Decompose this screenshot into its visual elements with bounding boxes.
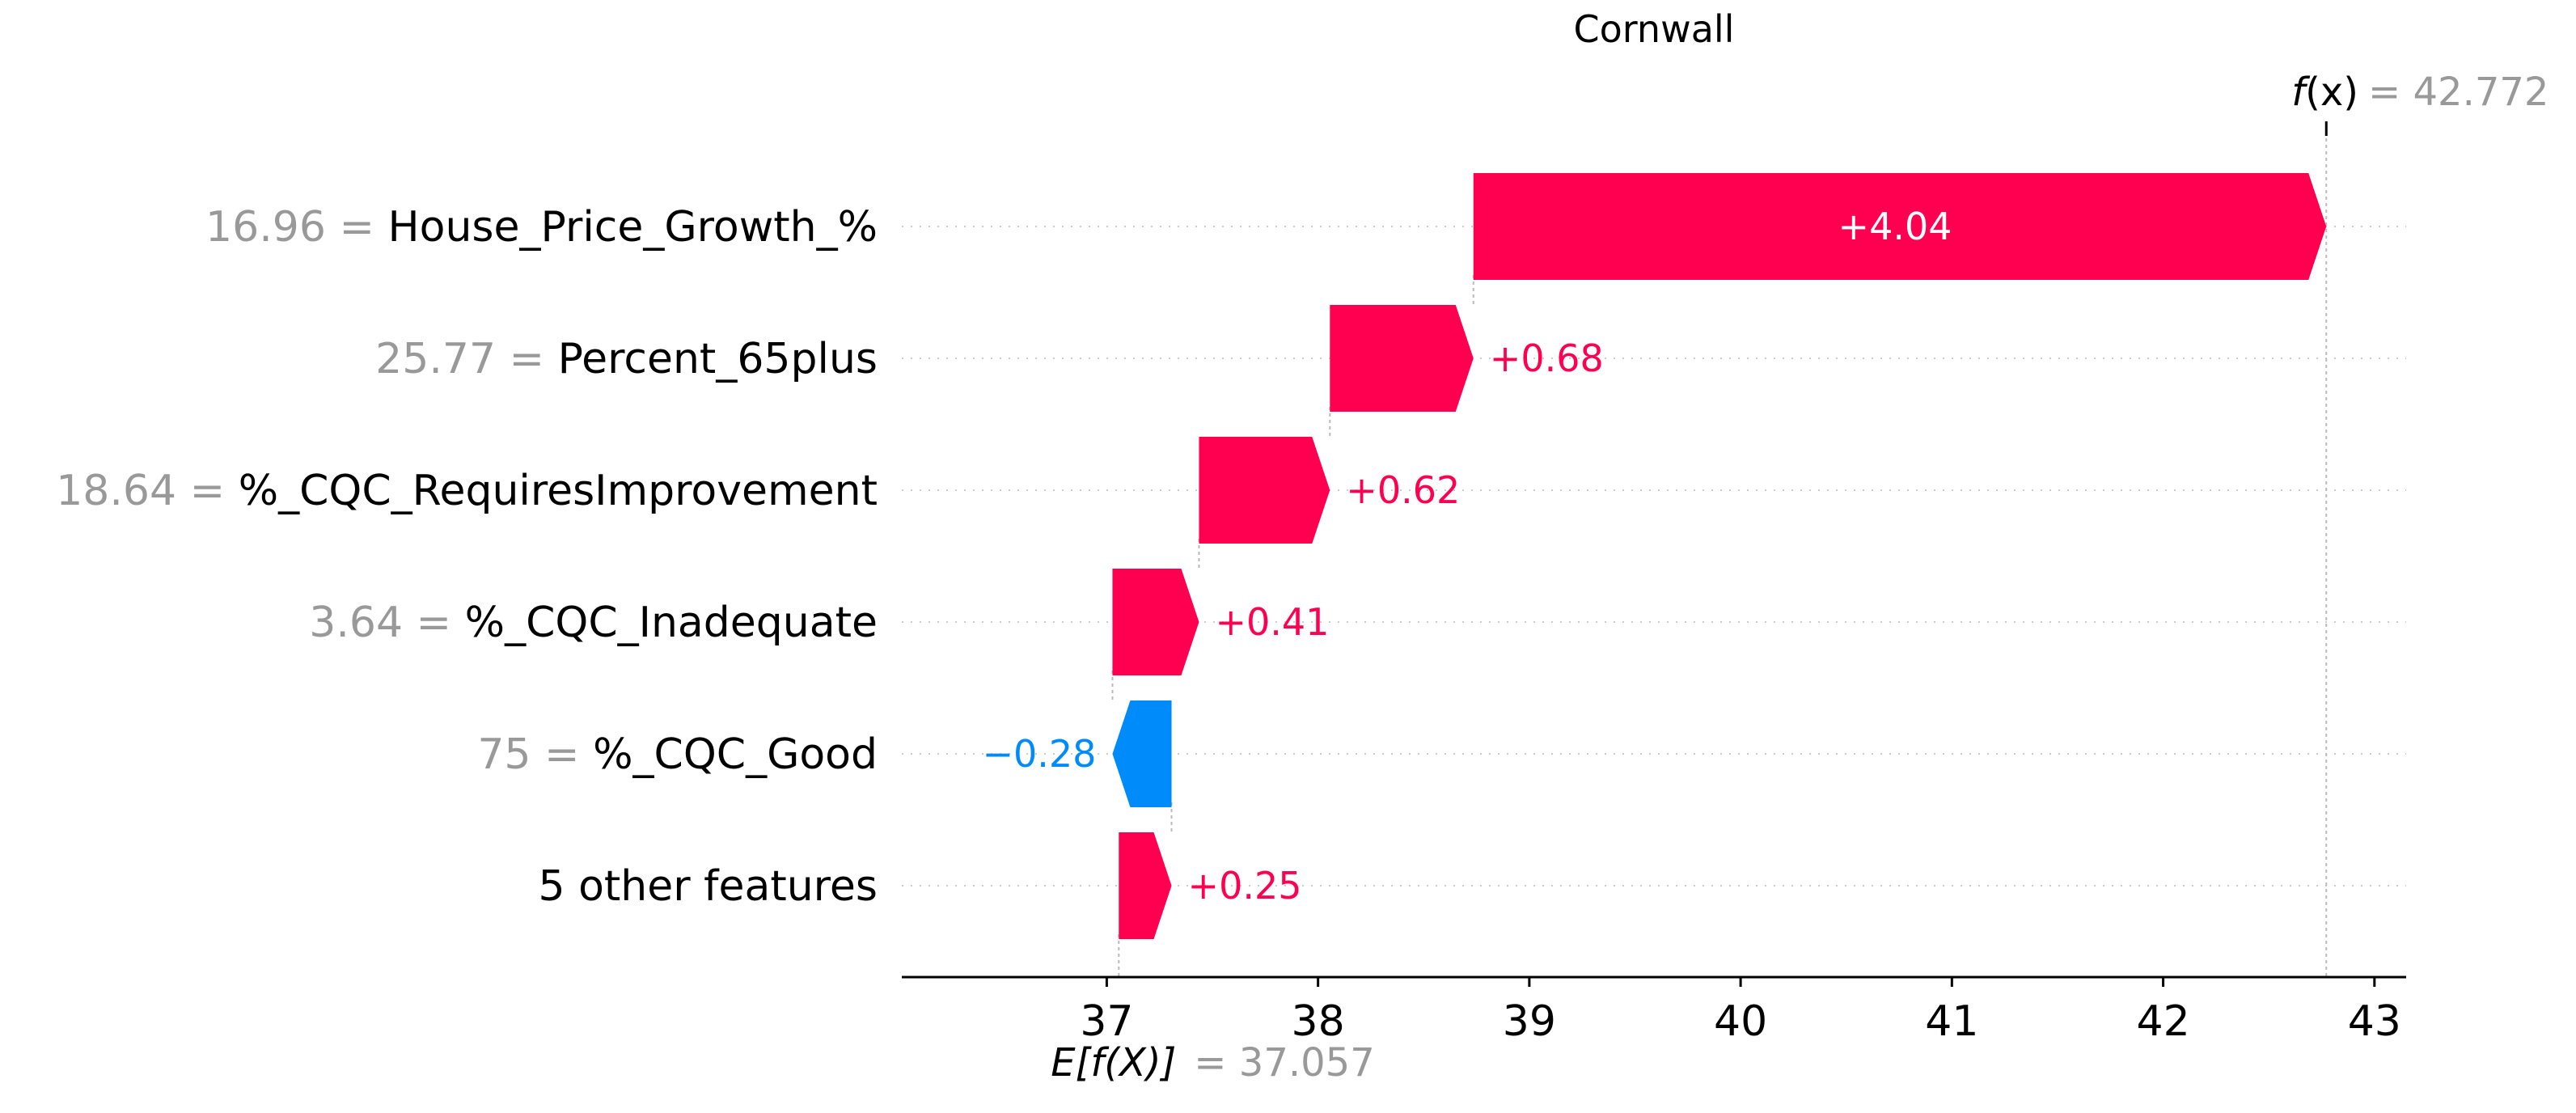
fx-marker: f(x) = 42.772 <box>2291 70 2549 136</box>
base-label: E[f(X)] = 37.057 <box>1051 1040 1374 1085</box>
contribution-bar <box>1330 305 1474 412</box>
connector-lines <box>1111 125 2328 977</box>
fx-value: = 42.772 <box>2368 70 2549 115</box>
feature-label: 25.77 = Percent_65plus <box>375 335 878 383</box>
feature-value: 75 = <box>477 730 593 779</box>
feature-label: 16.96 = House_Price_Growth_% <box>205 203 878 252</box>
base-label-name: E[f(X)] <box>1051 1040 1176 1085</box>
feature-labels: 16.96 = House_Price_Growth_% 25.77 = Perc… <box>56 203 878 911</box>
contribution-bar <box>1119 832 1172 939</box>
x-tick-label: 41 <box>1925 997 1978 1046</box>
base-value: = 37.057 <box>1194 1040 1374 1085</box>
feature-name: %_CQC_Inadequate <box>465 599 878 647</box>
feature-value: 25.77 = <box>375 335 558 383</box>
base-value-marker: E[f(X)] = 37.057 <box>1051 1040 1374 1085</box>
feature-label: 18.64 = %_CQC_RequiresImprovement <box>56 467 878 515</box>
x-tick-label: 43 <box>2348 997 2401 1046</box>
x-tick-label: 39 <box>1503 997 1556 1046</box>
x-axis: 37 38 39 40 41 42 43 <box>902 975 2406 1046</box>
contribution-bar <box>1199 437 1330 544</box>
feature-label: 5 other features <box>538 862 878 911</box>
x-tick-label: 37 <box>1080 997 1133 1046</box>
x-tick-label: 40 <box>1714 997 1767 1046</box>
contribution-label: +0.25 <box>1188 864 1302 908</box>
feature-value: 3.64 = <box>309 599 464 647</box>
contribution-label: +0.41 <box>1215 600 1329 644</box>
chart-title: Cornwall <box>1574 7 1735 51</box>
feature-label: 75 = %_CQC_Good <box>477 730 878 779</box>
fx-label: f(x) = 42.772 <box>2291 70 2549 115</box>
contribution-label: +4.04 <box>1838 205 1952 248</box>
contribution-bars <box>1112 173 2327 939</box>
contribution-label: +0.68 <box>1490 336 1604 380</box>
fx-label-x: (x) <box>2305 70 2358 115</box>
feature-name: Percent_65plus <box>558 335 878 383</box>
contribution-label: +0.62 <box>1346 468 1460 512</box>
feature-name: 5 other features <box>538 862 878 911</box>
feature-value: 18.64 = <box>56 467 239 515</box>
x-tick-label: 42 <box>2136 997 2189 1046</box>
contribution-labels: +4.04 +0.68 +0.62 +0.41 −0.28 +0.25 <box>982 205 1952 908</box>
contribution-bar <box>1112 569 1199 675</box>
contribution-label: −0.28 <box>982 732 1096 776</box>
feature-name: House_Price_Growth_% <box>388 203 878 252</box>
feature-value: 16.96 = <box>205 203 388 252</box>
x-tick-label: 38 <box>1292 997 1345 1046</box>
contribution-bar <box>1473 173 2327 280</box>
feature-name: %_CQC_Good <box>593 730 878 779</box>
contribution-bar <box>1112 700 1172 807</box>
feature-label: 3.64 = %_CQC_Inadequate <box>309 599 878 647</box>
feature-name: %_CQC_RequiresImprovement <box>239 467 878 515</box>
